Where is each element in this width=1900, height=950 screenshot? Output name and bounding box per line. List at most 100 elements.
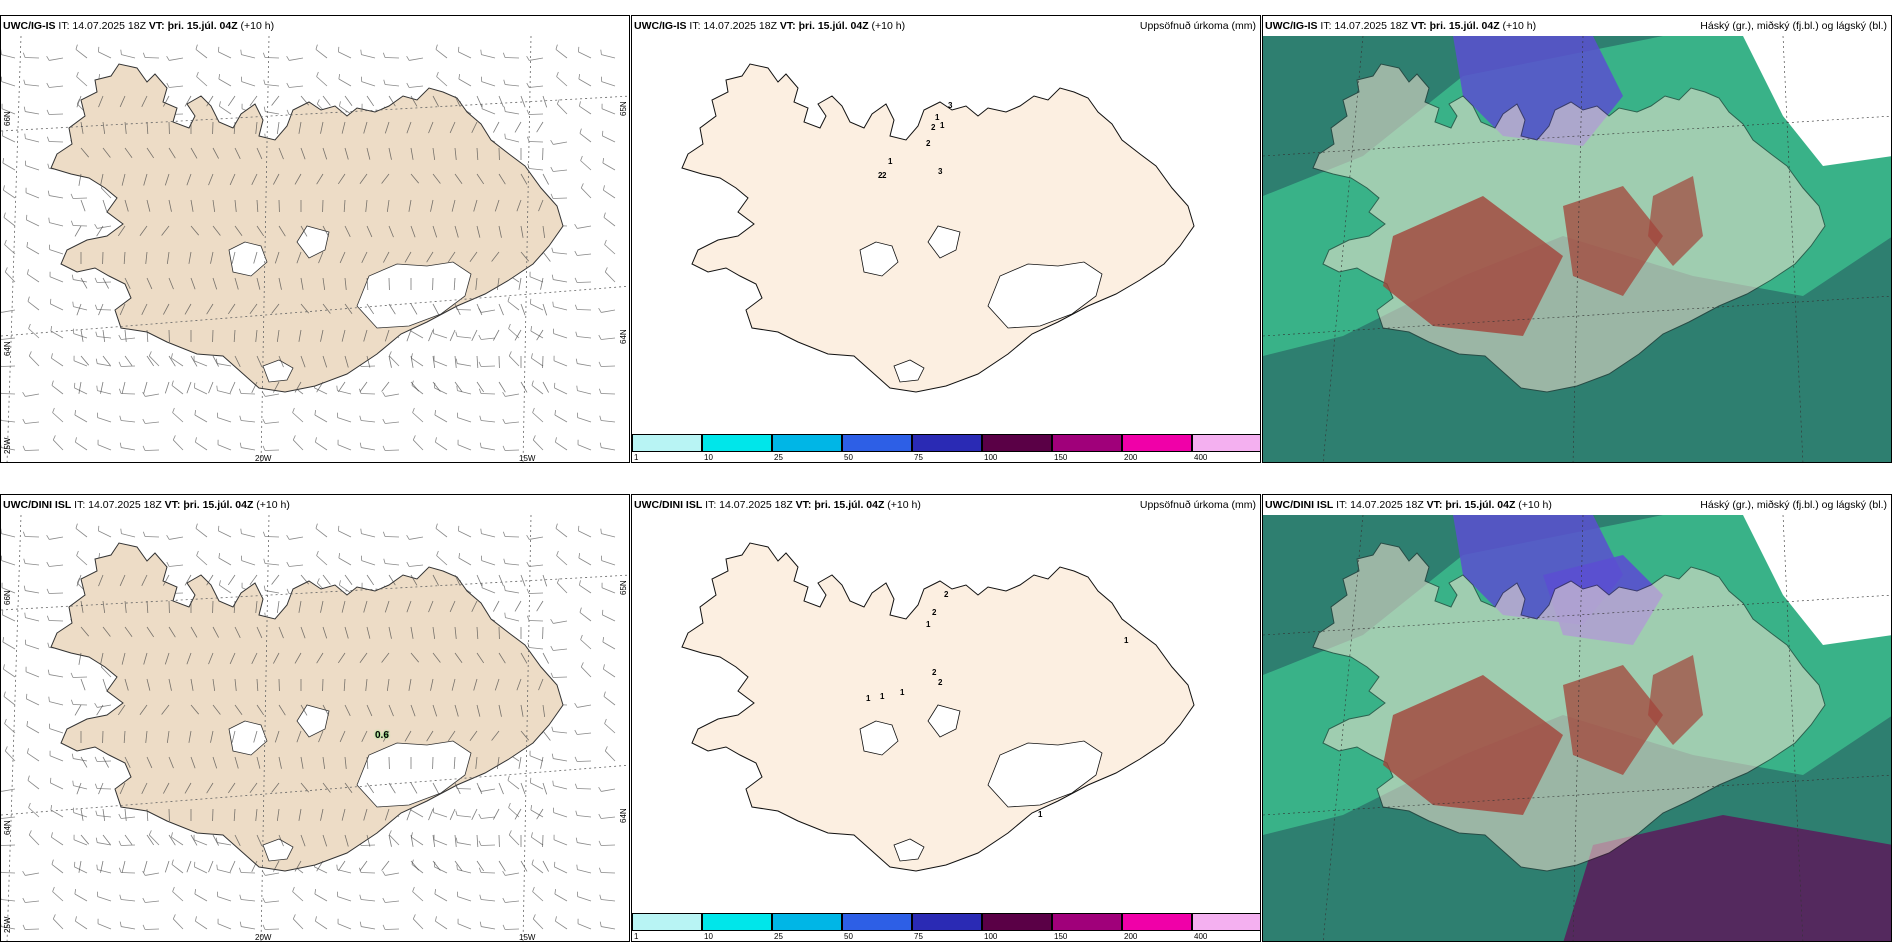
wind-barb-flag <box>292 407 295 413</box>
wind-barb <box>410 626 414 639</box>
wind-barb <box>1 447 16 451</box>
wind-barb <box>97 363 112 367</box>
wind-barb <box>542 860 549 872</box>
wind-barb <box>476 381 485 393</box>
lead-time: (+10 h) <box>1502 20 1537 32</box>
wind-barb <box>315 49 328 59</box>
wind-barb <box>603 217 616 227</box>
wind-barb <box>604 750 616 762</box>
wind-barb-flag <box>75 44 78 50</box>
wind-panel-row1: UWC/IG-IS IT: 14.07.2025 18Z VT: þri. 15… <box>0 15 630 463</box>
wind-barb-flag <box>23 106 26 112</box>
wind-barb <box>52 891 64 902</box>
wind-barb <box>457 923 472 930</box>
wind-barb <box>168 355 176 367</box>
wind-barb <box>278 147 284 160</box>
wind-barb <box>123 251 126 264</box>
wind-barb <box>100 381 104 394</box>
wind-barb <box>229 173 236 186</box>
wind-barb-flag <box>262 897 266 903</box>
wind-barb <box>498 95 504 108</box>
wind-barb <box>432 782 439 794</box>
wind-barb <box>409 564 424 567</box>
wind-barb <box>410 834 414 847</box>
wind-barb-flag <box>142 897 146 903</box>
wind-barb <box>314 893 328 902</box>
wind-barb <box>184 574 192 586</box>
wind-barb <box>520 652 528 664</box>
wind-barb <box>432 355 436 368</box>
wind-barb-flag <box>550 139 554 145</box>
wind-barb-flag <box>336 864 338 870</box>
wind-barb <box>498 782 504 795</box>
wind-barb-flag <box>74 409 77 416</box>
precip-value: 2 <box>882 171 887 180</box>
wind-barb <box>555 49 568 59</box>
wind-barb <box>410 303 418 315</box>
wind-barb <box>97 417 112 423</box>
wind-barb <box>96 225 104 237</box>
colorbar-cell <box>1192 913 1260 931</box>
glacier <box>987 740 1103 808</box>
wind-barb <box>49 755 64 762</box>
panel-header: UWC/DINI ISL IT: 14.07.2025 18Z VT: þri.… <box>1263 495 1891 515</box>
wind-barb-flag <box>22 445 26 451</box>
wind-barb <box>241 447 256 451</box>
wind-barb-flag <box>458 73 461 80</box>
wind-barb <box>410 225 416 238</box>
wind-barb <box>553 360 568 367</box>
wind-barb <box>388 574 396 586</box>
wind-barb <box>505 111 520 115</box>
wind-barb-flag <box>604 239 607 245</box>
wind-barb-flag <box>263 558 266 564</box>
wind-barb <box>146 626 155 638</box>
wind-barb-flag <box>555 44 558 50</box>
wind-barb <box>337 860 346 872</box>
wind-barb-flag <box>52 407 55 413</box>
wind-barb-flag <box>382 418 386 424</box>
wind-barb-flag <box>598 813 602 819</box>
wind-barb-flag <box>526 588 530 594</box>
wind-barb-flag <box>532 886 535 892</box>
wind-barb <box>409 536 424 540</box>
wind-barb-flag <box>526 136 530 142</box>
wind-barb-flag <box>218 73 221 80</box>
wind-barb <box>481 447 496 451</box>
wind-barb <box>601 816 616 819</box>
wind-barb <box>337 417 352 423</box>
wind-barb <box>25 84 40 87</box>
wind-barb-flag <box>579 101 581 107</box>
wind-barb <box>184 95 192 107</box>
wind-barb <box>433 360 448 367</box>
wind-barb <box>577 390 592 395</box>
lead-time: (+10 h) <box>1518 499 1552 511</box>
wind-barb <box>217 896 232 902</box>
wind-barb <box>577 225 592 229</box>
glacier <box>262 359 294 383</box>
wind-barb-flag <box>263 79 266 85</box>
wind-barb-flag <box>94 756 98 762</box>
wind-barb <box>432 652 441 663</box>
wind-barb <box>411 357 424 367</box>
wind-barb <box>80 808 84 821</box>
wind-barb-flag <box>76 550 79 556</box>
wind-barb <box>514 121 522 133</box>
wind-barb-flag <box>215 358 218 364</box>
panel-header: UWC/IG-IS IT: 14.07.2025 18Z VT: þri. 15… <box>1263 16 1891 36</box>
wind-barb <box>171 836 184 846</box>
wind-barb <box>339 730 346 743</box>
wind-barb <box>481 560 496 566</box>
wind-barb <box>98 574 104 587</box>
colorbar-cell <box>702 913 772 931</box>
wind-barb-flag <box>172 886 175 892</box>
wind-barb <box>278 277 282 290</box>
wind-barb <box>168 678 172 691</box>
wind-barb <box>359 381 368 392</box>
wind-barb <box>141 95 148 107</box>
wind-barb <box>25 644 40 650</box>
wind-barb-flag <box>23 585 26 591</box>
wind-barb <box>384 329 390 342</box>
wind-barb <box>27 273 40 283</box>
lat-label: 64N <box>619 808 628 823</box>
wind-barb-flag <box>336 385 338 391</box>
